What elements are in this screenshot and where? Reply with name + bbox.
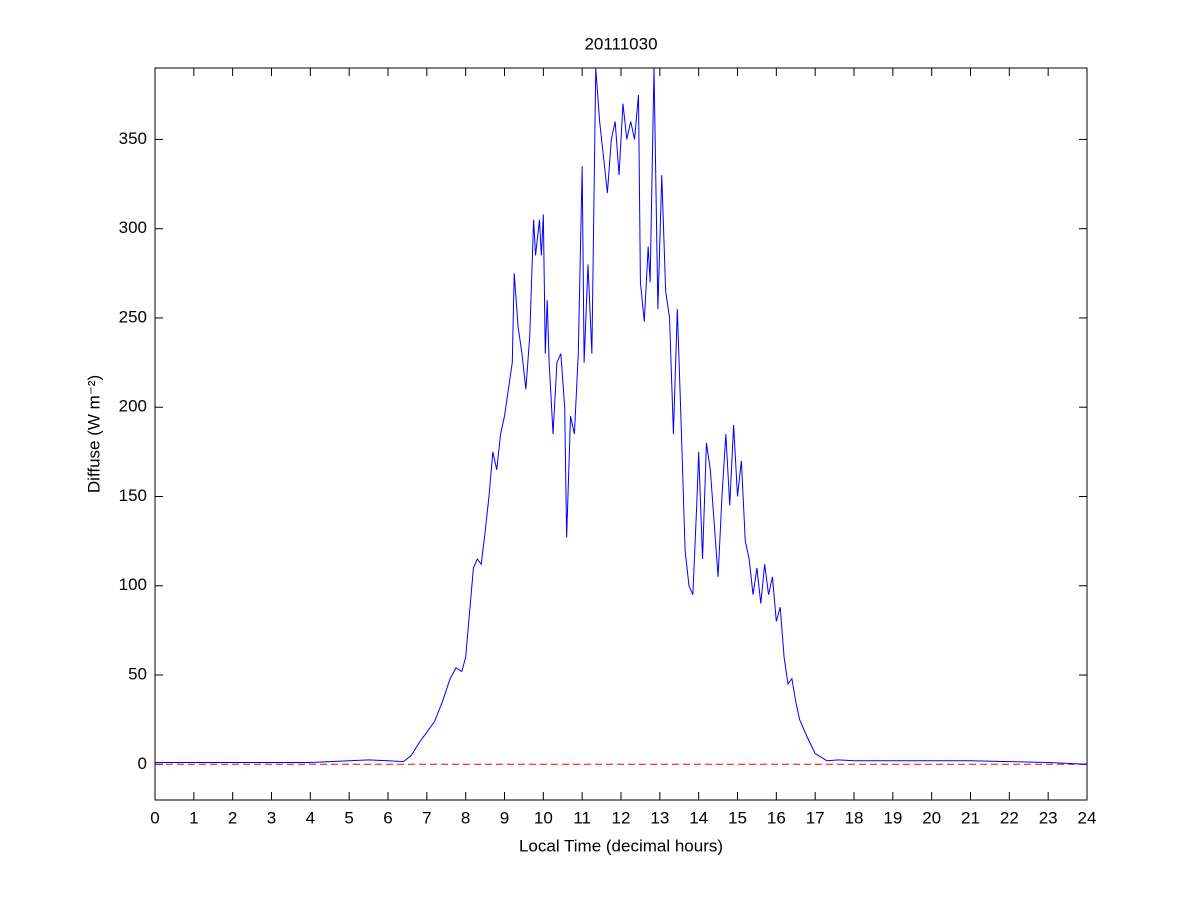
- x-tick-label: 12: [612, 808, 631, 827]
- y-tick-label: 100: [119, 575, 147, 594]
- x-tick-label: 9: [500, 808, 509, 827]
- y-tick-label: 50: [128, 665, 147, 684]
- y-tick-label: 200: [119, 397, 147, 416]
- chart-title: 20111030: [584, 34, 657, 53]
- x-tick-label: 20: [922, 808, 941, 827]
- x-tick-label: 6: [383, 808, 392, 827]
- x-tick-label: 8: [461, 808, 470, 827]
- y-tick-label: 250: [119, 307, 147, 326]
- y-tick-label: 350: [119, 129, 147, 148]
- y-tick-label: 150: [119, 486, 147, 505]
- x-tick-label: 3: [267, 808, 276, 827]
- x-tick-label: 22: [1000, 808, 1019, 827]
- plot-frame: [154, 67, 1088, 801]
- x-tick-label: 19: [883, 808, 902, 827]
- x-tick-label: 14: [689, 808, 708, 827]
- data-line: [155, 67, 1088, 765]
- x-tick-label: 4: [306, 808, 315, 827]
- x-tick-label: 0: [150, 808, 159, 827]
- x-tick-label: 7: [422, 808, 431, 827]
- y-tick-label: 300: [119, 218, 147, 237]
- x-axis-label: Local Time (decimal hours): [519, 836, 723, 855]
- y-tick-label: 0: [138, 754, 147, 773]
- x-tick-label: 2: [228, 808, 237, 827]
- x-tick-label: 17: [806, 808, 825, 827]
- x-tick-label: 5: [344, 808, 353, 827]
- x-tick-label: 16: [767, 808, 786, 827]
- x-tick-label: 23: [1039, 808, 1058, 827]
- x-tick-label: 15: [728, 808, 747, 827]
- x-tick-label: 10: [534, 808, 553, 827]
- x-tick-label: 24: [1078, 808, 1097, 827]
- x-tick-label: 13: [650, 808, 669, 827]
- y-axis-label: Diffuse (W m⁻²): [84, 375, 103, 493]
- x-tick-label: 21: [961, 808, 980, 827]
- x-tick-label: 11: [573, 808, 591, 827]
- x-tick-label: 18: [845, 808, 864, 827]
- x-tick-label: 1: [189, 808, 198, 827]
